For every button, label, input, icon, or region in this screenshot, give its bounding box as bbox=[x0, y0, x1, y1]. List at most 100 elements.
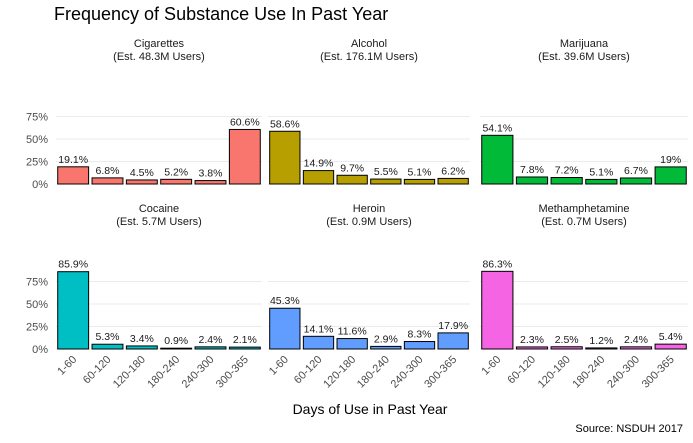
bar bbox=[228, 346, 261, 350]
panel-heroin: Heroin(Est. 0.9M Users) 45.3% 14.1% 11.6% 2.… bbox=[267, 203, 470, 391]
bar bbox=[228, 128, 261, 185]
panel-cocaine: Cocaine(Est. 5.7M Users) 0% 25% 50% 75% 85.9%… bbox=[26, 203, 262, 391]
panel-title: Alcohol bbox=[351, 38, 387, 50]
panel-subtitle: (Est. 48.3M Users) bbox=[113, 51, 205, 63]
bar bbox=[515, 346, 549, 350]
bar-value-label: 2.4% bbox=[199, 334, 223, 346]
bar bbox=[403, 178, 436, 185]
x-tick-label: 240-300 bbox=[180, 354, 217, 391]
bar-value-label: 60.6% bbox=[230, 116, 260, 128]
bar bbox=[654, 343, 687, 350]
panel-subtitle: (Est. 0.7M Users) bbox=[541, 216, 627, 228]
panel-cigarettes: Cigarettes(Est. 48.3M Users) 0% 25% 50% 75% 1… bbox=[26, 38, 262, 191]
bar bbox=[619, 346, 653, 350]
bar bbox=[125, 345, 158, 350]
bar bbox=[194, 346, 227, 350]
x-tick-label: 120-180 bbox=[111, 354, 148, 391]
bar-value-label: 45.3% bbox=[270, 295, 300, 307]
bar bbox=[57, 166, 90, 185]
bar-value-label: 17.9% bbox=[438, 320, 468, 332]
y-tick-label: 75% bbox=[26, 277, 48, 289]
x-axis-label: Days of Use in Past Year bbox=[293, 401, 448, 417]
panel-title: Cocaine bbox=[139, 203, 179, 215]
bar-value-label: 14.1% bbox=[304, 323, 334, 335]
x-tick-label: 300-365 bbox=[422, 354, 459, 391]
y-tick-label: 0% bbox=[32, 179, 48, 191]
bar-value-label: 2.1% bbox=[233, 334, 257, 346]
bar-value-label: 7.2% bbox=[555, 165, 579, 177]
bar-value-label: 5.1% bbox=[408, 166, 432, 178]
bar bbox=[481, 134, 514, 185]
bar bbox=[269, 130, 301, 185]
bar bbox=[302, 335, 335, 350]
bar bbox=[654, 166, 687, 185]
bar-value-label: 54.1% bbox=[482, 122, 512, 134]
y-tick-label: 0% bbox=[32, 344, 48, 356]
bar bbox=[370, 178, 402, 185]
y-tick-label: 75% bbox=[26, 112, 48, 124]
bar-value-label: 4.5% bbox=[130, 167, 154, 179]
bar-value-label: 5.2% bbox=[164, 166, 188, 178]
bar-value-label: 11.6% bbox=[338, 326, 367, 338]
bar bbox=[437, 177, 469, 185]
bar bbox=[515, 176, 549, 185]
x-tick-label: 180-240 bbox=[355, 354, 392, 391]
bar-value-label: 2.9% bbox=[374, 333, 398, 345]
panel-title: Heroin bbox=[353, 203, 385, 215]
x-tick-label: 240-300 bbox=[605, 354, 642, 391]
bar bbox=[437, 332, 469, 350]
bar bbox=[403, 341, 436, 350]
y-tick-label: 50% bbox=[26, 299, 48, 311]
bar-value-label: 6.2% bbox=[441, 165, 465, 177]
bar bbox=[91, 343, 124, 350]
panel-subtitle: (Est. 5.7M Users) bbox=[116, 216, 202, 228]
x-tick-label: 60-120 bbox=[292, 354, 325, 387]
bar-value-label: 58.6% bbox=[270, 118, 300, 130]
bar bbox=[370, 345, 402, 350]
bar-value-label: 2.3% bbox=[520, 334, 544, 346]
bar bbox=[57, 271, 90, 350]
x-tick-label: 240-300 bbox=[389, 354, 426, 391]
bar-value-label: 5.4% bbox=[659, 331, 683, 343]
bar bbox=[550, 177, 583, 185]
bar bbox=[269, 307, 301, 350]
bar bbox=[125, 179, 158, 185]
bar bbox=[336, 174, 368, 185]
bar-value-label: 6.7% bbox=[624, 165, 648, 177]
x-tick-label: 300-365 bbox=[640, 354, 677, 391]
x-tick-label: 120-180 bbox=[536, 354, 573, 391]
bar bbox=[302, 170, 335, 185]
y-tick-label: 50% bbox=[26, 134, 48, 146]
y-tick-label: 25% bbox=[26, 322, 48, 334]
panel-title: Methamphetamine bbox=[538, 203, 629, 215]
y-tick-label: 25% bbox=[26, 157, 48, 169]
panel-marijuana: Marijuana(Est. 39.6M Users) 54.1% 7.8% 7.2%… bbox=[480, 38, 688, 185]
chart-caption: Source: NSDUH 2017 bbox=[575, 423, 683, 435]
bar-value-label: 3.8% bbox=[199, 168, 223, 180]
panel-subtitle: (Est. 39.6M Users) bbox=[538, 51, 630, 63]
bar bbox=[619, 177, 653, 185]
panel-methamphetamine: Methamphetamine(Est. 0.7M Users) 86.3% 2.3… bbox=[479, 203, 688, 391]
panel-alcohol: Alcohol(Est. 176.1M Users) 58.6% 14.9% 9.7%… bbox=[268, 38, 470, 185]
bar bbox=[550, 346, 583, 350]
bar bbox=[194, 180, 227, 185]
bar-value-label: 6.8% bbox=[96, 165, 120, 177]
bar bbox=[585, 347, 618, 350]
bar-value-label: 1.2% bbox=[589, 335, 613, 347]
x-tick-label: 1-60 bbox=[267, 354, 291, 378]
x-tick-label: 180-240 bbox=[145, 354, 182, 391]
bar-value-label: 5.1% bbox=[589, 166, 613, 178]
x-tick-label: 1-60 bbox=[479, 354, 503, 378]
bar-value-label: 9.7% bbox=[340, 162, 364, 174]
bar-value-label: 85.9% bbox=[58, 259, 88, 271]
bar-value-label: 5.5% bbox=[374, 166, 398, 178]
x-tick-label: 60-120 bbox=[81, 354, 114, 387]
panel-title: Cigarettes bbox=[134, 38, 185, 50]
bar-value-label: 7.8% bbox=[520, 164, 544, 176]
x-tick-label: 1-60 bbox=[55, 354, 79, 378]
bar-value-label: 2.5% bbox=[555, 334, 579, 346]
bar bbox=[585, 178, 618, 185]
bar bbox=[481, 270, 514, 350]
bar-value-label: 19% bbox=[660, 154, 681, 166]
